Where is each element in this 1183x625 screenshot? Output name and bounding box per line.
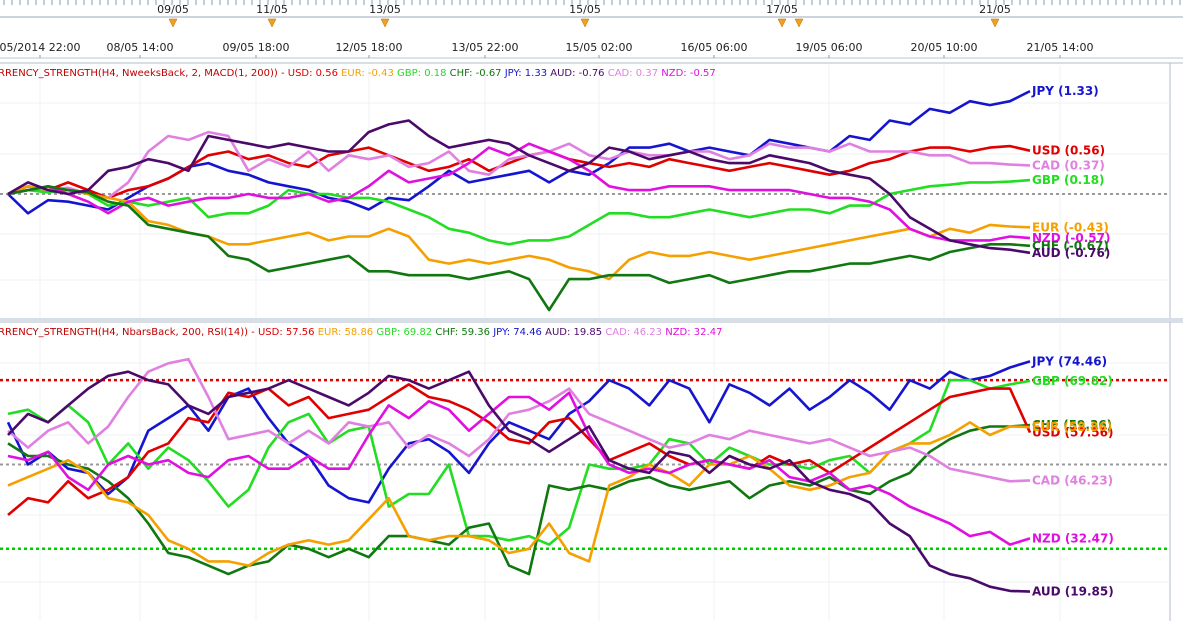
top-marker-label: 17/05 [766,3,798,16]
series-line-usd [7,383,1032,516]
indicator-panel-1: RRENCY_STRENGTH(H4, NweeksBack, 2, MACD(… [0,62,1183,318]
event-marker[interactable] [168,18,178,28]
top-marker-label: 15/05 [569,3,601,16]
date-tick-label: 20/05 10:00 [911,41,978,54]
series-line-cad [7,130,1031,200]
legend-entry-gbp: GBP: 69.82 [376,327,435,338]
end-label-nzd: NZD (32.47) [1032,531,1114,545]
end-label-usd: USD (57.56) [1032,426,1113,440]
indicator-title: RRENCY_STRENGTH(H4, NweeksBack, 2, MACD(… [0,68,716,79]
end-label-cad: CAD (0.37) [1032,158,1105,172]
top-marker-label: 09/05 [157,3,189,16]
end-label-usd: USD (0.56) [1032,144,1105,158]
time-axis: 09/05 11/05 13/05 15/05 17/05 21/05 05/2014 22… [0,0,1183,60]
event-marker[interactable] [777,18,787,28]
date-tick-label: 09/05 18:00 [223,41,290,54]
top-marker-label: 21/05 [979,3,1011,16]
legend-entry-nzd: NZD: 32.47 [665,327,722,338]
event-marker[interactable] [580,18,590,28]
series-line-eur [7,420,1031,567]
event-marker[interactable] [267,18,277,28]
legend-entry-eur: EUR: 58.86 [318,327,377,338]
legend-entry-aud: AUD: -0.76 [550,68,607,79]
indicator-title: RRENCY_STRENGTH(H4, NbarsBack, 200, RSI(… [0,327,722,338]
event-marker[interactable] [990,18,1000,28]
end-label-gbp: GBP (0.18) [1032,173,1105,187]
top-marker-label: 13/05 [369,3,401,16]
series-line-eur [7,185,1031,281]
legend-entry-nzd: NZD: -0.57 [661,68,715,79]
date-tick-label: 15/05 02:00 [566,41,633,54]
end-label-cad: CAD (46.23) [1032,473,1113,487]
end-label-jpy: JPY (1.33) [1031,84,1099,98]
end-label-aud: AUD (19.85) [1032,585,1114,599]
series-line-gbp [7,178,1031,246]
legend-entry-jpy: JPY: 74.46 [492,327,545,338]
end-label-aud: AUD (-0.76) [1032,246,1110,260]
legend-entry-chf: CHF: -0.67 [450,68,505,79]
series-line-chf [7,185,1031,312]
date-tick-label: 08/05 14:00 [107,41,174,54]
legend-entry-eur: EUR: -0.43 [341,68,397,79]
date-tick-label: 05/2014 22:00 [0,41,80,54]
series-line-aud [7,119,1031,255]
end-label-jpy: JPY (74.46) [1031,354,1107,368]
legend-entry-gbp: GBP: 0.18 [397,68,450,79]
legend-entry-chf: CHF: 59.36 [435,327,493,338]
series-line-jpy [6,360,1031,504]
end-label-chf: CHF (-0.67) [1032,239,1109,253]
top-marker-label: 11/05 [256,3,288,16]
series-line-nzd [7,391,1031,546]
date-tick-label: 21/05 14:00 [1027,41,1094,54]
end-label-eur: EUR (58.86) [1032,420,1112,434]
legend-entry-cad: CAD: 46.23 [605,327,665,338]
end-label-gbp: GBP (69.82) [1032,374,1113,388]
legend-entry-usd: USD: 57.56 [258,327,318,338]
series-line-cad [7,357,1031,483]
end-label-nzd: NZD (-0.57) [1032,231,1110,245]
indicator-panel-2: RRENCY_STRENGTH(H4, NbarsBack, 200, RSI(… [0,321,1183,621]
series-line-gbp [7,378,1031,546]
date-tick-label: 16/05 06:00 [681,41,748,54]
series-line-usd [7,144,1031,200]
legend-entry-aud: AUD: 19.85 [545,327,605,338]
event-marker[interactable] [794,18,804,28]
date-tick-label: 12/05 18:00 [336,41,403,54]
date-tick-label: 13/05 22:00 [452,41,519,54]
legend-entry-usd: USD: 0.56 [288,68,341,79]
series-line-chf [7,423,1031,576]
end-label-chf: CHF (59.36) [1032,418,1112,432]
date-tick-label: 19/05 06:00 [796,41,863,54]
event-marker[interactable] [380,18,390,28]
legend-entry-jpy: JPY: 1.33 [504,68,551,79]
series-line-aud [7,370,1031,593]
end-label-eur: EUR (-0.43) [1032,220,1109,234]
legend-entry-cad: CAD: 0.37 [608,68,662,79]
